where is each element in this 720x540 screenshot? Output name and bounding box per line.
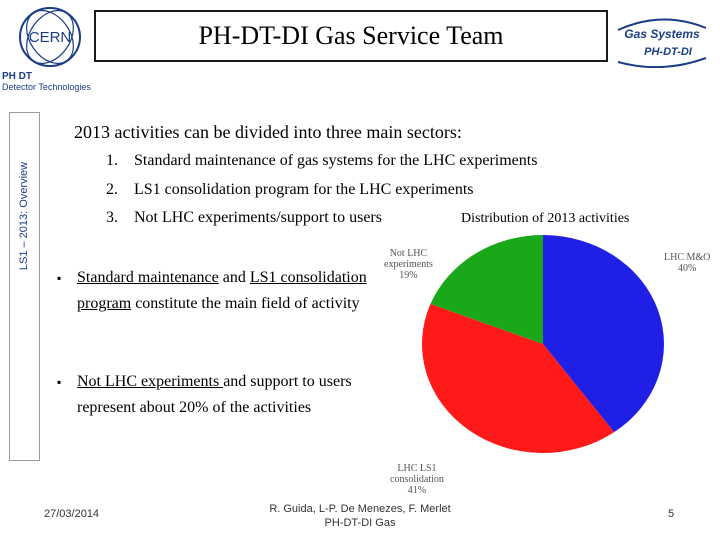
slide-title-box: PH-DT-DI Gas Service Team [94, 10, 608, 62]
chart-title: Distribution of 2013 activities [461, 211, 630, 226]
list-item-number: 1. [106, 152, 118, 169]
bullet-text: and support to users represent about 20%… [77, 373, 352, 416]
slide-title: PH-DT-DI Gas Service Team [198, 21, 504, 50]
pie-slice-label: LHC LS1 consolidation 41% [390, 463, 444, 496]
pie-slice [543, 235, 664, 433]
bullet-text-underlined: LS1 consolidation program [77, 269, 367, 312]
bullet-text-underlined: Standard maintenance [77, 269, 219, 286]
department-label: PH DT Detector Technologies [2, 71, 91, 93]
footer-date: 27/03/2014 [44, 508, 100, 520]
list-item: 1. Standard maintenance of gas systems fo… [106, 152, 537, 170]
pie-slice-label: Not LHC experiments 19% [384, 248, 433, 281]
gas-logo-line1: Gas Systems [624, 27, 700, 41]
list-item-number: 2. [106, 181, 118, 198]
footer-authors-line1: R. Guida, L-P. De Menezes, F. Merlet [269, 503, 451, 515]
cern-logo-text: CERN [29, 29, 72, 46]
bullet-point: ▪ Standard maintenance and LS1 consolida… [57, 265, 387, 317]
department-name: Detector Technologies [2, 82, 91, 92]
sidebar-frame [9, 112, 40, 461]
list-item: 3. Not LHC experiments/support to users [106, 209, 382, 227]
list-item-text: Standard maintenance of gas systems for … [134, 152, 538, 169]
list-item-text: Not LHC experiments/support to users [134, 209, 382, 226]
list-item: 2. LS1 consolidation program for the LHC … [106, 181, 473, 199]
sidebar-label: LS1 – 2013: Overview [18, 161, 30, 271]
pie-slice-label: LHC M&O 40% [664, 252, 711, 274]
bullet-text: and [218, 269, 250, 286]
list-item-text: LS1 consolidation program for the LHC ex… [134, 181, 474, 198]
bullet-point: ▪ Not LHC experiments and support to use… [57, 369, 397, 421]
gas-systems-logo: Gas Systems PH-DT-DI [617, 18, 707, 68]
bullet-icon: ▪ [57, 271, 62, 285]
intro-text: 2013 activities can be divided into thre… [74, 122, 462, 142]
bullet-icon: ▪ [57, 375, 62, 389]
footer-authors-line2: PH-DT-DI Gas [324, 517, 396, 529]
footer-authors: R. Guida, L-P. De Menezes, F. Merlet PH-… [230, 502, 490, 530]
bullet-text: constitute the main field of activity [131, 295, 360, 312]
cern-logo: CERN [19, 7, 81, 67]
bullet-text-underlined: Not LHC experiments [77, 373, 224, 390]
gas-logo-line2: PH-DT-DI [644, 46, 693, 58]
pie-slice [421, 303, 615, 454]
list-item-number: 3. [106, 209, 118, 226]
department-code: PH DT [2, 71, 32, 82]
page-number: 5 [668, 508, 675, 520]
pie-slice [430, 235, 543, 344]
